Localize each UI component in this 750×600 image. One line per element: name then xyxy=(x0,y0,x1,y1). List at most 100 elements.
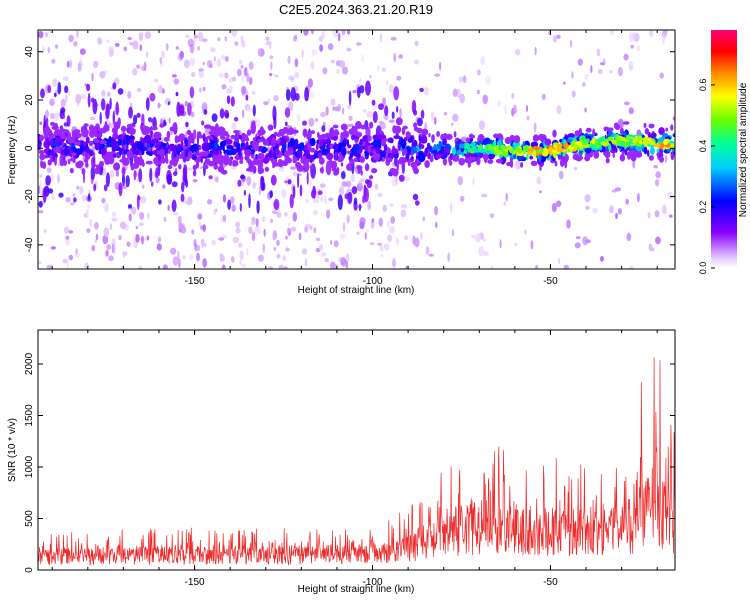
spectrogram-cell xyxy=(584,194,591,203)
spectrogram-cell xyxy=(199,146,202,150)
spectrogram-cell xyxy=(242,134,249,139)
spectrogram-cell xyxy=(604,151,611,159)
spectrogram-cell xyxy=(505,192,508,202)
spectrogram-cell xyxy=(217,37,221,42)
spectrogram-cell xyxy=(344,193,349,200)
spectrogram-cell xyxy=(609,205,614,214)
spectrogram-cell xyxy=(112,110,116,125)
spectrogram-cell xyxy=(173,78,180,85)
spectrogram-cell xyxy=(663,139,669,145)
spectrogram-cell xyxy=(111,217,118,222)
spectrogram-cell xyxy=(340,162,343,167)
spectrogram-cell xyxy=(451,229,455,237)
spectrogram-cell xyxy=(526,104,528,113)
spectrogram-cell xyxy=(291,226,297,232)
spectrogram-cell xyxy=(326,152,334,161)
spectrogram-cell xyxy=(203,109,208,115)
spectrogram-cell xyxy=(649,30,654,37)
spectrogram-cell xyxy=(289,138,296,147)
spectrogram-cell xyxy=(144,31,151,40)
spectrogram-cell xyxy=(574,141,582,146)
spectrogram-cell xyxy=(626,153,630,158)
spectrogram-cell xyxy=(439,61,442,71)
spectrogram-cell xyxy=(274,148,280,155)
spectrogram-cell xyxy=(288,101,294,112)
spectrogram-cell xyxy=(574,130,581,137)
spectrogram-cell xyxy=(539,190,542,194)
spectrogram-cell xyxy=(226,145,234,150)
spectrogram-cell xyxy=(55,44,58,49)
spectrogram-cell xyxy=(496,145,500,151)
spectrogram-cell xyxy=(193,34,198,39)
spectrogram-cell xyxy=(220,54,226,60)
spectrogram-cell xyxy=(75,93,82,104)
spectrogram-cell xyxy=(482,94,489,105)
spectrogram-cell xyxy=(104,156,111,165)
spectrogram-cell xyxy=(86,83,91,92)
spectrogram-cell xyxy=(356,42,362,46)
spectrogram-cell xyxy=(478,246,485,257)
spectrogram-cell xyxy=(328,197,334,202)
spectrogram-cell xyxy=(320,139,325,147)
spectrogram-cell xyxy=(86,228,91,234)
spectrogram-cell xyxy=(452,88,458,97)
spectrogram-cell xyxy=(319,167,324,174)
spectrogram-cell xyxy=(88,140,94,146)
spectrogram-cell xyxy=(340,171,346,180)
spectrogram-cell xyxy=(159,123,165,128)
spectrogram-cell xyxy=(390,216,396,224)
spectrogram-cell xyxy=(264,166,270,172)
spectrogram-cell xyxy=(492,140,496,148)
spectrogram-cell xyxy=(53,146,62,153)
spectrogram-cells xyxy=(38,30,675,269)
spectrogram-cell xyxy=(119,147,122,156)
spectrogram-cell xyxy=(370,145,375,151)
spectrogram-cell xyxy=(170,145,174,152)
spectrogram-cell xyxy=(54,122,58,129)
spectrogram-cell xyxy=(103,184,108,192)
colorbar-tick-label: 0.6 xyxy=(698,79,708,92)
spectrogram-cell xyxy=(379,245,384,252)
spectrogram-cell xyxy=(167,101,170,106)
spectrogram-cell xyxy=(623,121,630,125)
spectrogram-cell xyxy=(320,197,324,202)
spectrogram-cell xyxy=(469,137,474,142)
spectrogram-cell xyxy=(597,68,603,74)
colorbar-tick-label: 0.0 xyxy=(698,262,708,275)
spectrogram-cell xyxy=(72,158,76,164)
spectrogram-cell xyxy=(145,97,150,111)
spectrogram-cell xyxy=(634,135,639,142)
y-tick-label: 1500 xyxy=(24,404,35,427)
spectrogram-cell xyxy=(355,131,363,138)
spectrogram-cell xyxy=(460,136,467,142)
spectrogram-cell xyxy=(151,139,155,145)
spectrogram-cell xyxy=(75,161,83,169)
spectrogram-cell xyxy=(359,152,366,157)
spectrogram-cell xyxy=(389,137,394,144)
spectrogram-cell xyxy=(288,222,291,227)
spectrogram-cell xyxy=(470,234,477,238)
spectrogram-cell xyxy=(235,227,241,234)
spectrogram-cell xyxy=(370,242,375,246)
spectrogram-cell xyxy=(221,84,227,90)
spectrogram-cell xyxy=(452,113,459,122)
spectrogram-cell xyxy=(414,237,420,248)
spectrogram-cell xyxy=(76,185,80,190)
spectrogram-cell xyxy=(648,155,655,161)
spectrogram-cell xyxy=(79,145,83,154)
spectrogram-cell xyxy=(49,155,53,160)
colorbar: 0.0 0.2 0.4 0.6 Normalized spectral amplitu… xyxy=(698,30,749,274)
spectrogram-cell xyxy=(202,164,209,170)
spectrogram-cell xyxy=(106,39,110,43)
spectrogram-cell xyxy=(245,105,252,112)
spectrogram-cell xyxy=(393,86,400,101)
spectrogram-cell xyxy=(197,31,204,42)
spectrogram-cell xyxy=(316,131,320,139)
spectrogram-cell xyxy=(323,142,326,149)
spectrogram-cell xyxy=(424,147,429,154)
spectrogram-cell xyxy=(381,153,386,158)
figure-title: C2E5.2024.363.21.20.R19 xyxy=(279,2,433,17)
spectrogram-cell xyxy=(509,157,513,164)
spectrogram-cell xyxy=(92,126,97,131)
spectrogram-cell xyxy=(221,169,228,175)
